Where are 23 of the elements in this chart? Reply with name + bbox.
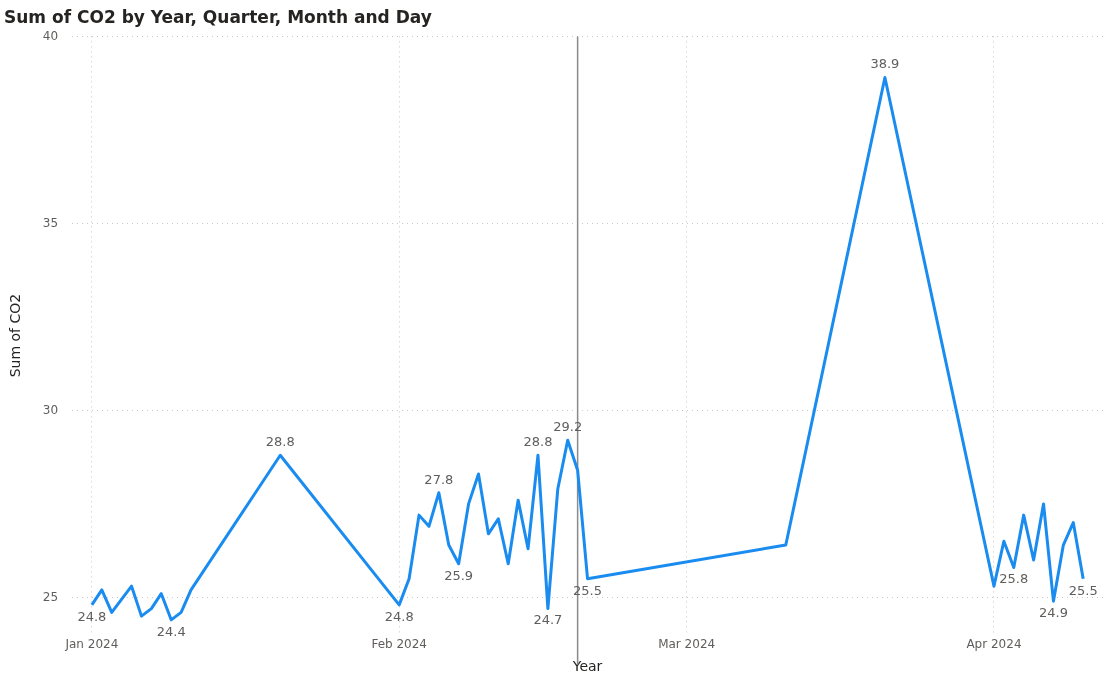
data-label: 28.8: [523, 434, 553, 450]
data-label: 24.8: [384, 608, 414, 624]
data-label: 25.5: [1068, 582, 1098, 598]
y-tick-label: 30: [42, 402, 59, 417]
chart-title: Sum of CO2 by Year, Quarter, Month and Day: [4, 6, 432, 27]
x-axis-title: Year: [571, 658, 603, 675]
data-label: 24.9: [1038, 605, 1068, 621]
y-tick-label: 25: [42, 589, 59, 604]
y-tick-label: 35: [42, 215, 59, 230]
x-tick-label: Mar 2024: [658, 637, 716, 652]
x-tick-label: Jan 2024: [64, 637, 119, 652]
data-label: 25.8: [999, 571, 1029, 587]
y-tick-label: 40: [42, 28, 59, 43]
y-axis-title: Sum of CO2: [7, 293, 24, 378]
data-label: 28.8: [265, 434, 295, 450]
data-label: 25.9: [444, 567, 474, 583]
data-label: 24.4: [156, 623, 186, 639]
data-label: 24.8: [77, 608, 107, 624]
data-label: 38.9: [870, 56, 900, 72]
x-tick-label: Feb 2024: [371, 637, 427, 652]
x-tick-label: Apr 2024: [966, 637, 1022, 652]
data-label: 24.7: [533, 612, 563, 628]
data-label: 27.8: [424, 471, 454, 487]
